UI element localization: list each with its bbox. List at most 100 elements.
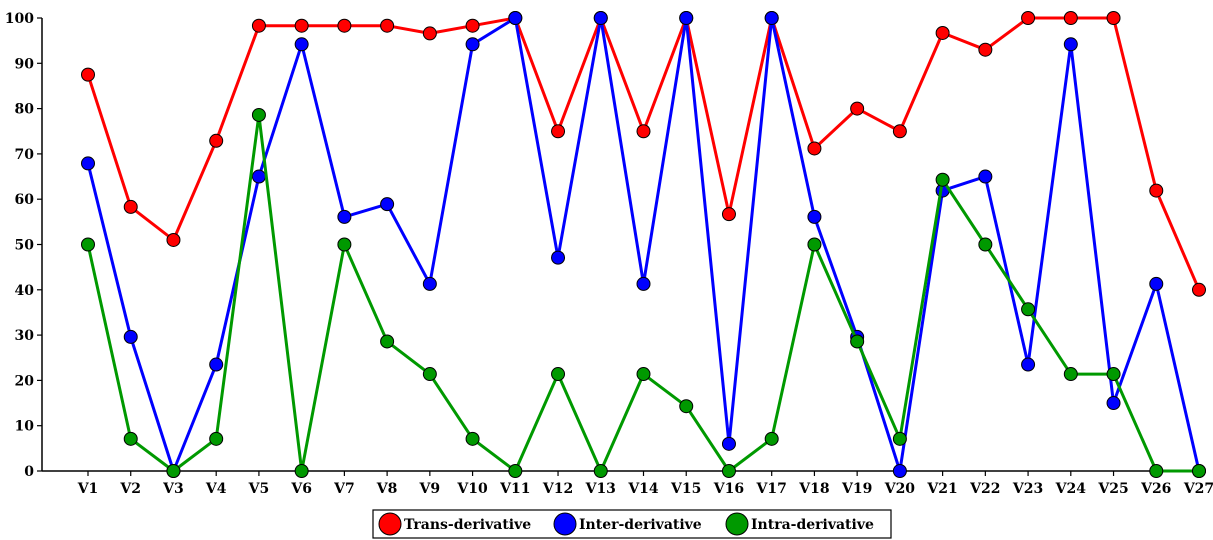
data-point [123,329,138,344]
data-point [850,101,865,116]
data-point [636,367,651,382]
x-tick-label: V22 [969,481,1000,497]
data-point [294,18,309,33]
x-tick-label: V4 [205,481,227,497]
data-point [892,464,907,478]
x-tick-label: V1 [77,481,99,497]
y-tick-label: 50 [15,238,35,254]
y-tick-label: 100 [5,11,34,27]
series-3 [81,107,1206,478]
data-point [1149,183,1164,198]
data-point [892,431,907,446]
data-point [81,156,95,171]
data-point [892,124,907,139]
data-point [465,37,480,52]
series-2 [81,11,1206,478]
data-point [251,18,266,33]
data-point [721,207,736,222]
x-tick-label: V20 [884,481,916,497]
x-tick-label: V16 [713,481,744,497]
data-point [807,141,822,156]
data-point [1063,37,1078,52]
data-point [294,37,309,52]
data-point [764,431,779,446]
data-point [1021,11,1036,25]
data-point [636,124,651,139]
x-tick-label: V6 [290,481,312,497]
data-point [978,237,993,252]
data-point [380,197,395,212]
x-tick-label: V23 [1012,481,1043,497]
x-tick-label: V12 [542,481,573,497]
y-tick-label: 90 [15,56,35,72]
data-point [593,11,608,25]
x-tick-label: V18 [798,481,829,497]
x-tick-label: V15 [670,481,701,497]
data-point [337,209,352,224]
series-layer [81,11,1206,478]
legend-label: Intra-derivative [751,517,874,533]
legend-marker [725,512,749,536]
data-point [422,26,437,41]
data-point [1021,357,1036,372]
x-tick-label: V8 [376,481,398,497]
x-tick-label: V13 [585,481,616,497]
data-point [1192,282,1206,297]
data-point [978,42,993,57]
data-point [850,334,865,349]
data-point [123,431,138,446]
data-point [380,334,395,349]
data-point [551,367,566,382]
data-point [465,18,480,33]
y-tick-label: 40 [15,283,35,299]
data-point [551,250,566,265]
x-tick-label: V7 [333,481,355,497]
data-point [209,431,224,446]
y-tick-label: 70 [15,147,35,163]
data-point [123,199,138,214]
data-point [593,464,608,478]
data-point [81,67,95,82]
y-tick-label: 0 [24,464,34,480]
x-tick-label: V26 [1140,481,1171,497]
data-point [636,276,651,291]
data-point [935,172,950,187]
legend-marker [378,512,402,536]
legend-label: Trans-derivative [404,517,531,533]
legend-box [372,509,892,539]
data-point [978,169,993,184]
data-point [508,464,523,478]
y-tick-label: 30 [15,328,35,344]
series-line [86,113,1199,473]
legend-label: Inter-derivative [579,517,702,533]
y-tick-label: 80 [15,102,35,118]
data-point [679,11,694,25]
x-tick-label: V19 [841,481,872,497]
data-point [422,276,437,291]
x-tick-label: V3 [162,481,184,497]
data-point [1192,464,1206,478]
x-tick-label: V24 [1055,481,1087,497]
data-point [935,25,950,40]
data-point [380,18,395,33]
data-point [764,11,779,25]
x-tick-label: V21 [926,481,957,497]
data-point [1021,302,1036,317]
data-point [166,464,181,478]
data-point [337,18,352,33]
data-point [1149,276,1164,291]
data-point [209,357,224,372]
x-tick-label: V2 [119,481,141,497]
x-tick-label: V9 [419,481,441,497]
axes: 0 10 20 30 40 50 60 70 80 90 100 V1 V2 V3 V4 V5 V6 V7 V8 V9… [5,11,1213,497]
x-tick-label: V11 [499,481,530,497]
data-point [166,232,181,247]
data-point [807,209,822,224]
data-point [209,133,224,148]
data-point [551,124,566,139]
data-point [508,11,523,25]
data-point [251,107,266,122]
data-point [679,399,694,414]
y-tick-label: 60 [15,192,35,208]
data-point [1106,367,1121,382]
